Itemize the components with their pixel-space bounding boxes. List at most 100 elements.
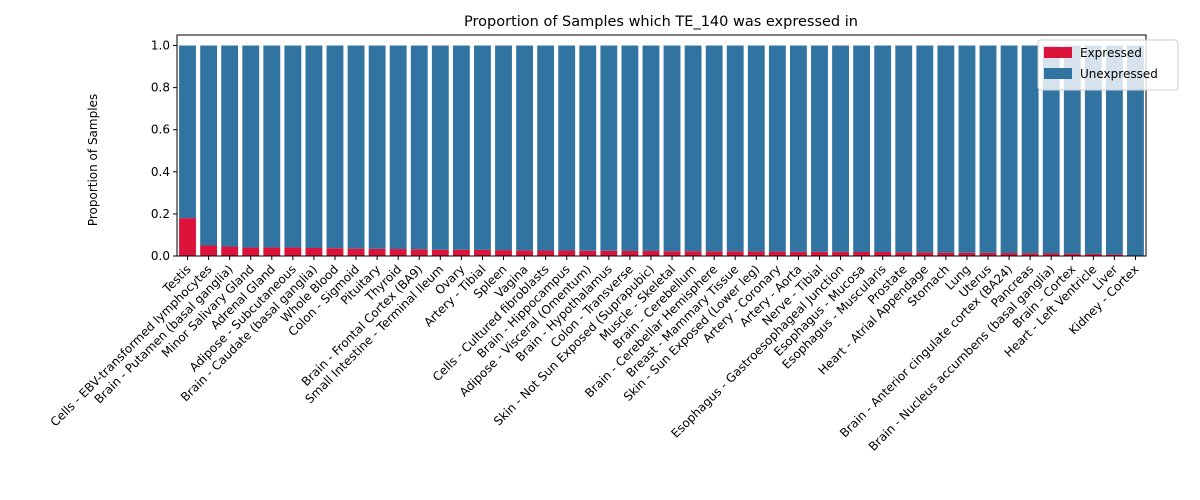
bar-expressed <box>768 251 786 256</box>
y-axis-title: Proportion of Samples <box>86 94 100 226</box>
bar-expressed <box>916 252 934 256</box>
x-tick-label: Cells - EBV-transformed lymphocytes <box>48 262 215 429</box>
bar-unexpressed <box>1084 45 1102 254</box>
bar-expressed <box>979 252 997 256</box>
bar-unexpressed <box>979 45 997 253</box>
bar-unexpressed <box>579 45 597 251</box>
y-tick-label: 0.2 <box>151 207 170 221</box>
legend-box <box>1037 39 1179 91</box>
bar-unexpressed <box>937 45 955 253</box>
bar-expressed <box>811 251 828 256</box>
bar-unexpressed <box>663 45 681 252</box>
bar-unexpressed <box>200 45 218 246</box>
bar-unexpressed <box>1063 45 1081 254</box>
legend-swatch-unexpressed <box>1044 68 1072 79</box>
bar-expressed <box>684 251 702 256</box>
chart-title: Proportion of Samples which TE_140 was e… <box>464 14 858 30</box>
bar-unexpressed <box>1000 45 1018 254</box>
y-axis: 0.0 0.2 0.4 0.6 0.8 1.0 <box>151 39 177 263</box>
y-tick-label: 0.4 <box>151 165 170 179</box>
bar-expressed <box>179 218 196 256</box>
bars-group <box>179 45 1144 257</box>
bar-unexpressed <box>516 45 534 251</box>
bar-expressed <box>832 251 849 256</box>
bar-expressed <box>874 252 892 256</box>
bar-unexpressed <box>474 45 491 250</box>
bar-unexpressed <box>1042 45 1060 254</box>
bar-expressed <box>600 250 618 256</box>
bar-expressed <box>326 248 344 256</box>
bar-expressed <box>621 250 639 256</box>
bar-expressed <box>579 250 597 256</box>
bar-expressed <box>221 246 239 256</box>
bar-unexpressed <box>431 45 449 250</box>
bar-unexpressed <box>242 45 260 248</box>
bar-unexpressed <box>895 45 913 253</box>
bar-unexpressed <box>410 45 428 250</box>
bar-expressed <box>663 251 681 256</box>
bar-expressed <box>1021 253 1039 256</box>
y-tick-label: 0.0 <box>151 249 170 263</box>
bar-unexpressed <box>305 45 323 249</box>
bar-unexpressed <box>284 45 302 248</box>
bar-expressed <box>853 252 871 256</box>
bar-expressed <box>410 249 428 256</box>
bar-expressed <box>937 252 955 256</box>
bar-unexpressed <box>705 45 723 252</box>
bar-unexpressed <box>389 45 407 250</box>
bar-unexpressed <box>958 45 976 253</box>
bar-unexpressed <box>684 45 702 252</box>
bar-expressed <box>726 251 744 256</box>
bar-expressed <box>537 250 555 256</box>
plot-frame <box>176 34 1147 257</box>
bar-expressed <box>895 252 913 256</box>
bar-expressed <box>242 247 260 256</box>
bar-expressed <box>474 249 491 256</box>
bar-expressed <box>495 250 512 256</box>
bar-unexpressed <box>347 45 365 249</box>
bar-expressed <box>1063 253 1081 256</box>
bar-unexpressed <box>853 45 871 253</box>
bar-expressed <box>431 249 449 256</box>
y-tick-label: 0.6 <box>151 123 170 137</box>
bar-expressed <box>1105 254 1123 256</box>
bar-unexpressed <box>326 45 344 249</box>
bar-unexpressed <box>811 45 828 252</box>
bar-expressed <box>558 250 576 256</box>
bar-unexpressed <box>642 45 660 251</box>
bar-expressed <box>789 251 807 256</box>
bar-unexpressed <box>1127 45 1144 257</box>
bar-unexpressed <box>452 45 470 250</box>
bar-unexpressed <box>221 45 239 247</box>
bar-unexpressed <box>179 45 196 219</box>
bar-expressed <box>347 248 365 256</box>
y-tick-label: 1.0 <box>151 39 170 53</box>
bar-unexpressed <box>768 45 786 252</box>
bar-unexpressed <box>621 45 639 251</box>
bar-expressed <box>389 249 407 256</box>
bar-unexpressed <box>1021 45 1039 254</box>
bar-expressed <box>1000 253 1018 256</box>
bar-expressed <box>705 251 723 256</box>
bar-unexpressed <box>558 45 576 251</box>
bar-unexpressed <box>832 45 849 252</box>
bar-expressed <box>305 248 323 256</box>
legend-label-unexpressed: Unexpressed <box>1080 67 1158 81</box>
bar-expressed <box>516 250 534 256</box>
bar-unexpressed <box>495 45 512 251</box>
bar-unexpressed <box>874 45 892 253</box>
bar-unexpressed <box>726 45 744 252</box>
bar-unexpressed <box>916 45 934 253</box>
legend: Expressed Unexpressed <box>1037 39 1179 91</box>
bar-unexpressed <box>368 45 386 249</box>
bar-expressed <box>958 252 976 256</box>
bar-unexpressed <box>263 45 281 248</box>
bar-expressed <box>368 248 386 256</box>
bar-expressed <box>263 247 281 256</box>
y-tick-label: 0.8 <box>151 81 170 95</box>
bar-expressed <box>1084 253 1102 256</box>
bar-expressed <box>200 245 218 256</box>
bar-unexpressed <box>789 45 807 252</box>
bar-unexpressed <box>1105 45 1123 255</box>
